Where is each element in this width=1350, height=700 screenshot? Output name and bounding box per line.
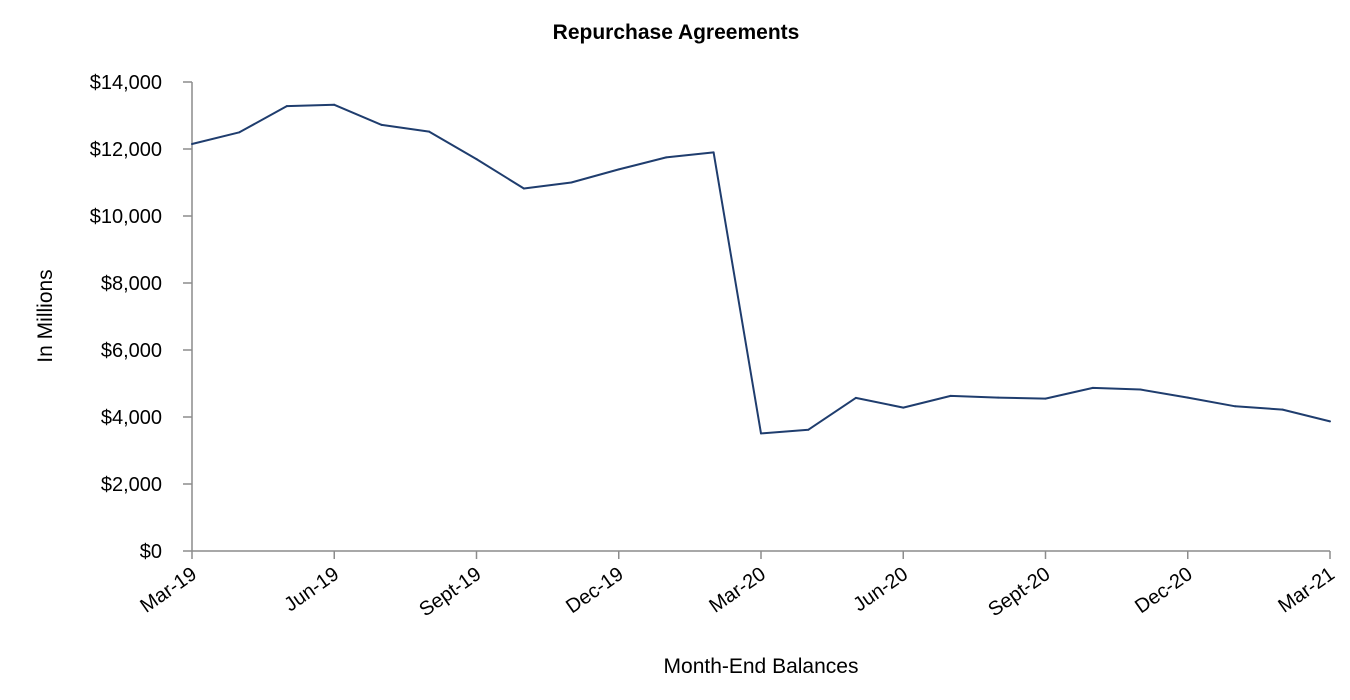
data-point — [760, 432, 762, 435]
x-tick-label: Mar-21 — [1274, 563, 1339, 617]
data-point — [475, 158, 478, 161]
data-point — [428, 130, 431, 133]
data-point — [949, 394, 952, 397]
data-point — [1186, 396, 1189, 399]
data-point — [807, 428, 810, 431]
y-tick-label: $10,000 — [90, 206, 162, 228]
data-point — [997, 396, 1000, 399]
data-point — [522, 187, 525, 190]
data-point — [380, 123, 383, 126]
data-point — [238, 131, 241, 134]
x-axis-label: Month-End Balances — [664, 655, 859, 678]
series-layer — [191, 103, 1331, 435]
data-point — [665, 156, 668, 159]
x-tick-label: Jun-19 — [280, 563, 343, 616]
x-tick-label: Dec-20 — [1131, 563, 1196, 618]
y-tick-label: $14,000 — [90, 72, 162, 94]
data-point — [1329, 420, 1331, 423]
x-tick-label: Dec-19 — [562, 563, 627, 618]
y-tick-label: $4,000 — [101, 407, 162, 429]
y-tick-label: $2,000 — [101, 474, 162, 496]
data-point — [617, 168, 620, 171]
data-point — [1091, 386, 1094, 389]
x-tick-label: Sept-19 — [415, 563, 485, 621]
y-tick-label: $8,000 — [101, 273, 162, 295]
data-point — [854, 396, 857, 399]
y-tick-label: $0 — [140, 541, 162, 563]
data-point — [1139, 388, 1142, 391]
chart-title: Repurchase Agreements — [553, 21, 800, 44]
x-axis: Mar-19 Jun-19 Sept-19 Dec-19 Mar-20 Jun-20 Sep… — [136, 550, 1339, 621]
x-tick-label: Mar-19 — [136, 563, 201, 617]
y-axis-label: In Millions — [34, 269, 57, 362]
y-tick-label: $6,000 — [101, 340, 162, 362]
data-point — [1234, 405, 1237, 408]
x-tick-label: Mar-20 — [705, 563, 770, 617]
x-tick-label: Sept-20 — [984, 563, 1054, 621]
series-line — [191, 103, 1331, 435]
data-point — [1281, 408, 1284, 411]
x-tick-label: Jun-20 — [849, 563, 912, 616]
data-point — [285, 105, 288, 108]
data-point — [712, 151, 715, 154]
y-axis: $0 $2,000 $4,000 $6,000 $8,000 $10,000 $12,000… — [90, 72, 193, 563]
data-point — [333, 103, 336, 106]
data-point — [191, 142, 193, 145]
data-point — [1044, 397, 1047, 400]
data-point — [570, 181, 573, 184]
y-tick-label: $12,000 — [90, 139, 162, 161]
data-point — [902, 406, 905, 409]
